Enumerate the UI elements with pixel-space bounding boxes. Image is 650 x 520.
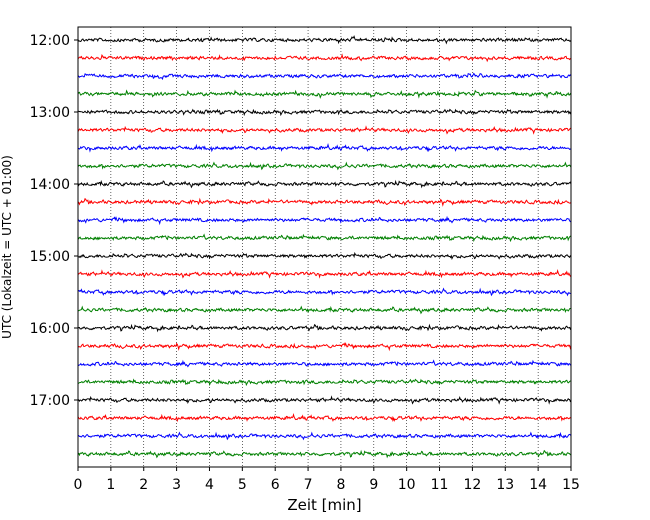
trace-line — [77, 233, 572, 243]
y-axis-label: UTC (Lokalzeit = UTC + 01:00) — [0, 155, 14, 339]
trace-line — [77, 412, 572, 423]
trace-line — [77, 108, 572, 117]
grid-lines — [110, 27, 539, 467]
trace-line — [77, 197, 572, 207]
x-tick-label: 7 — [304, 477, 313, 493]
trace-line — [77, 142, 572, 153]
x-axis: 0 1 2 3 4 5 6 7 8 9 10 11 12 13 14 15 — [74, 467, 580, 493]
trace-line — [77, 72, 572, 81]
x-tick-label: 10 — [398, 477, 416, 493]
trace-line — [77, 125, 572, 135]
y-tick-label: 12:00 — [30, 33, 70, 49]
y-tick-label: 14:00 — [30, 177, 70, 193]
x-tick-label: 13 — [496, 477, 514, 493]
y-tick-label: 13:00 — [30, 105, 70, 121]
x-axis-label: Zeit [min] — [287, 496, 361, 514]
y-tick-label: 15:00 — [30, 249, 70, 265]
trace-line — [77, 287, 572, 297]
x-tick-label: 4 — [205, 477, 214, 493]
x-tick-label: 5 — [238, 477, 247, 493]
trace-line — [77, 395, 572, 405]
x-tick-label: 9 — [369, 477, 378, 493]
x-tick-label: 8 — [336, 477, 345, 493]
trace-line — [77, 35, 572, 45]
x-tick-label: 11 — [431, 477, 449, 493]
trace-line — [77, 251, 572, 260]
plot-frame — [77, 26, 572, 468]
trace-line — [77, 268, 572, 279]
y-axis: 12:00 13:00 14:00 15:00 16:00 17:00 — [30, 33, 78, 409]
trace-line — [77, 53, 572, 63]
trace-group — [77, 35, 572, 459]
x-tick-label: 6 — [271, 477, 280, 493]
x-tick-label: 0 — [74, 477, 83, 493]
x-tick-label: 15 — [562, 477, 580, 493]
trace-line — [77, 431, 572, 441]
trace-line — [77, 323, 572, 333]
trace-line — [77, 305, 572, 315]
trace-line — [77, 215, 572, 226]
y-tick-label: 16:00 — [30, 321, 70, 337]
x-tick-label: 3 — [172, 477, 181, 493]
trace-line — [77, 161, 572, 171]
trace-line — [77, 359, 572, 368]
trace-line — [77, 89, 572, 99]
x-tick-label: 1 — [106, 477, 115, 493]
x-tick-label: 12 — [463, 477, 481, 493]
trace-line — [77, 342, 572, 352]
x-tick-label: 14 — [529, 477, 547, 493]
trace-line — [77, 378, 572, 387]
trace-line — [77, 179, 572, 189]
trace-line — [77, 449, 572, 459]
y-tick-label: 17:00 — [30, 393, 70, 409]
x-tick-label: 2 — [139, 477, 148, 493]
